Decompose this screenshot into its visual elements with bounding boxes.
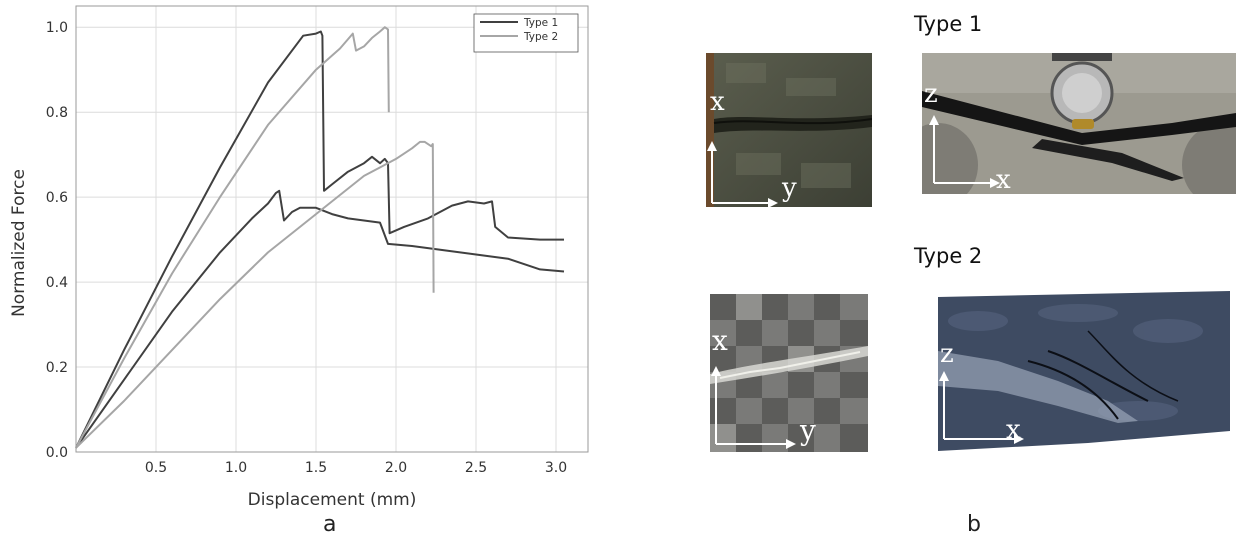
series-lines <box>75 26 565 449</box>
grid <box>76 6 588 453</box>
tick-labels: 0.5 1.0 1.5 2.0 2.5 3.0 0.0 0.2 0.4 0.6 0.8 1.0 <box>46 20 567 476</box>
series-line-type-2-3 <box>75 140 435 449</box>
type1-top-axis-x-label: x <box>710 87 725 117</box>
y-tick-label: 0.0 <box>46 445 68 461</box>
panel-a-label: a <box>323 512 337 537</box>
y-tick-label: 1.0 <box>46 20 68 36</box>
type1-top-axis-y-label: y <box>782 173 797 203</box>
series-line-type-1-0 <box>75 30 564 449</box>
type2-top-axis-y-label: y <box>800 414 816 447</box>
y-tick-label: 0.6 <box>46 190 68 206</box>
force-displacement-chart: 0.5 1.0 1.5 2.0 2.5 3.0 0.0 0.2 0.4 0.6 0.8 1.0 Dis… <box>0 0 600 542</box>
y-axis-label: Normalized Force <box>9 169 29 317</box>
type2-side-view-photo: z x <box>938 291 1230 454</box>
y-tick-label: 0.4 <box>46 275 68 291</box>
y-tick-label: 0.2 <box>46 360 68 376</box>
legend-box <box>473 13 579 53</box>
type2-top-axis-x-label: x <box>712 324 728 357</box>
x-tick-label: 0.5 <box>145 460 167 476</box>
type2-top-view-photo: x y <box>710 294 868 452</box>
chart-svg: 0.5 1.0 1.5 2.0 2.5 3.0 0.0 0.2 0.4 0.6 0.8 1.0 Dis… <box>9 5 589 510</box>
x-tick-label: 2.0 <box>385 460 407 476</box>
x-axis-label: Displacement (mm) <box>248 490 417 510</box>
x-tick-label: 2.5 <box>465 460 487 476</box>
panel-b-label: b <box>967 512 981 537</box>
x-tick-label: 1.5 <box>305 460 327 476</box>
x-tick-label: 1.0 <box>225 460 247 476</box>
type2-title: Type 2 <box>914 244 983 268</box>
type1-title: Type 1 <box>914 12 983 36</box>
type2-side-axis-z-label: z <box>940 339 954 369</box>
type2-side-axis-x-label: x <box>1006 415 1021 445</box>
legend: Type 1 Type 2 <box>473 13 579 53</box>
legend-entry-label: Type 2 <box>523 31 558 43</box>
y-tick-label: 0.8 <box>46 105 68 121</box>
plot-frame <box>75 5 589 453</box>
type1-side-axis-z-label: z <box>924 79 938 109</box>
type1-side-axis-x-label: x <box>996 165 1011 194</box>
series-line-type-2-2 <box>75 26 390 449</box>
series-line-type-1-1 <box>75 189 565 449</box>
legend-entry-label: Type 1 <box>523 17 558 29</box>
x-tick-label: 3.0 <box>545 460 567 476</box>
type1-top-view-photo: x y <box>706 53 872 207</box>
type1-side-view-photo: z x <box>922 53 1236 194</box>
